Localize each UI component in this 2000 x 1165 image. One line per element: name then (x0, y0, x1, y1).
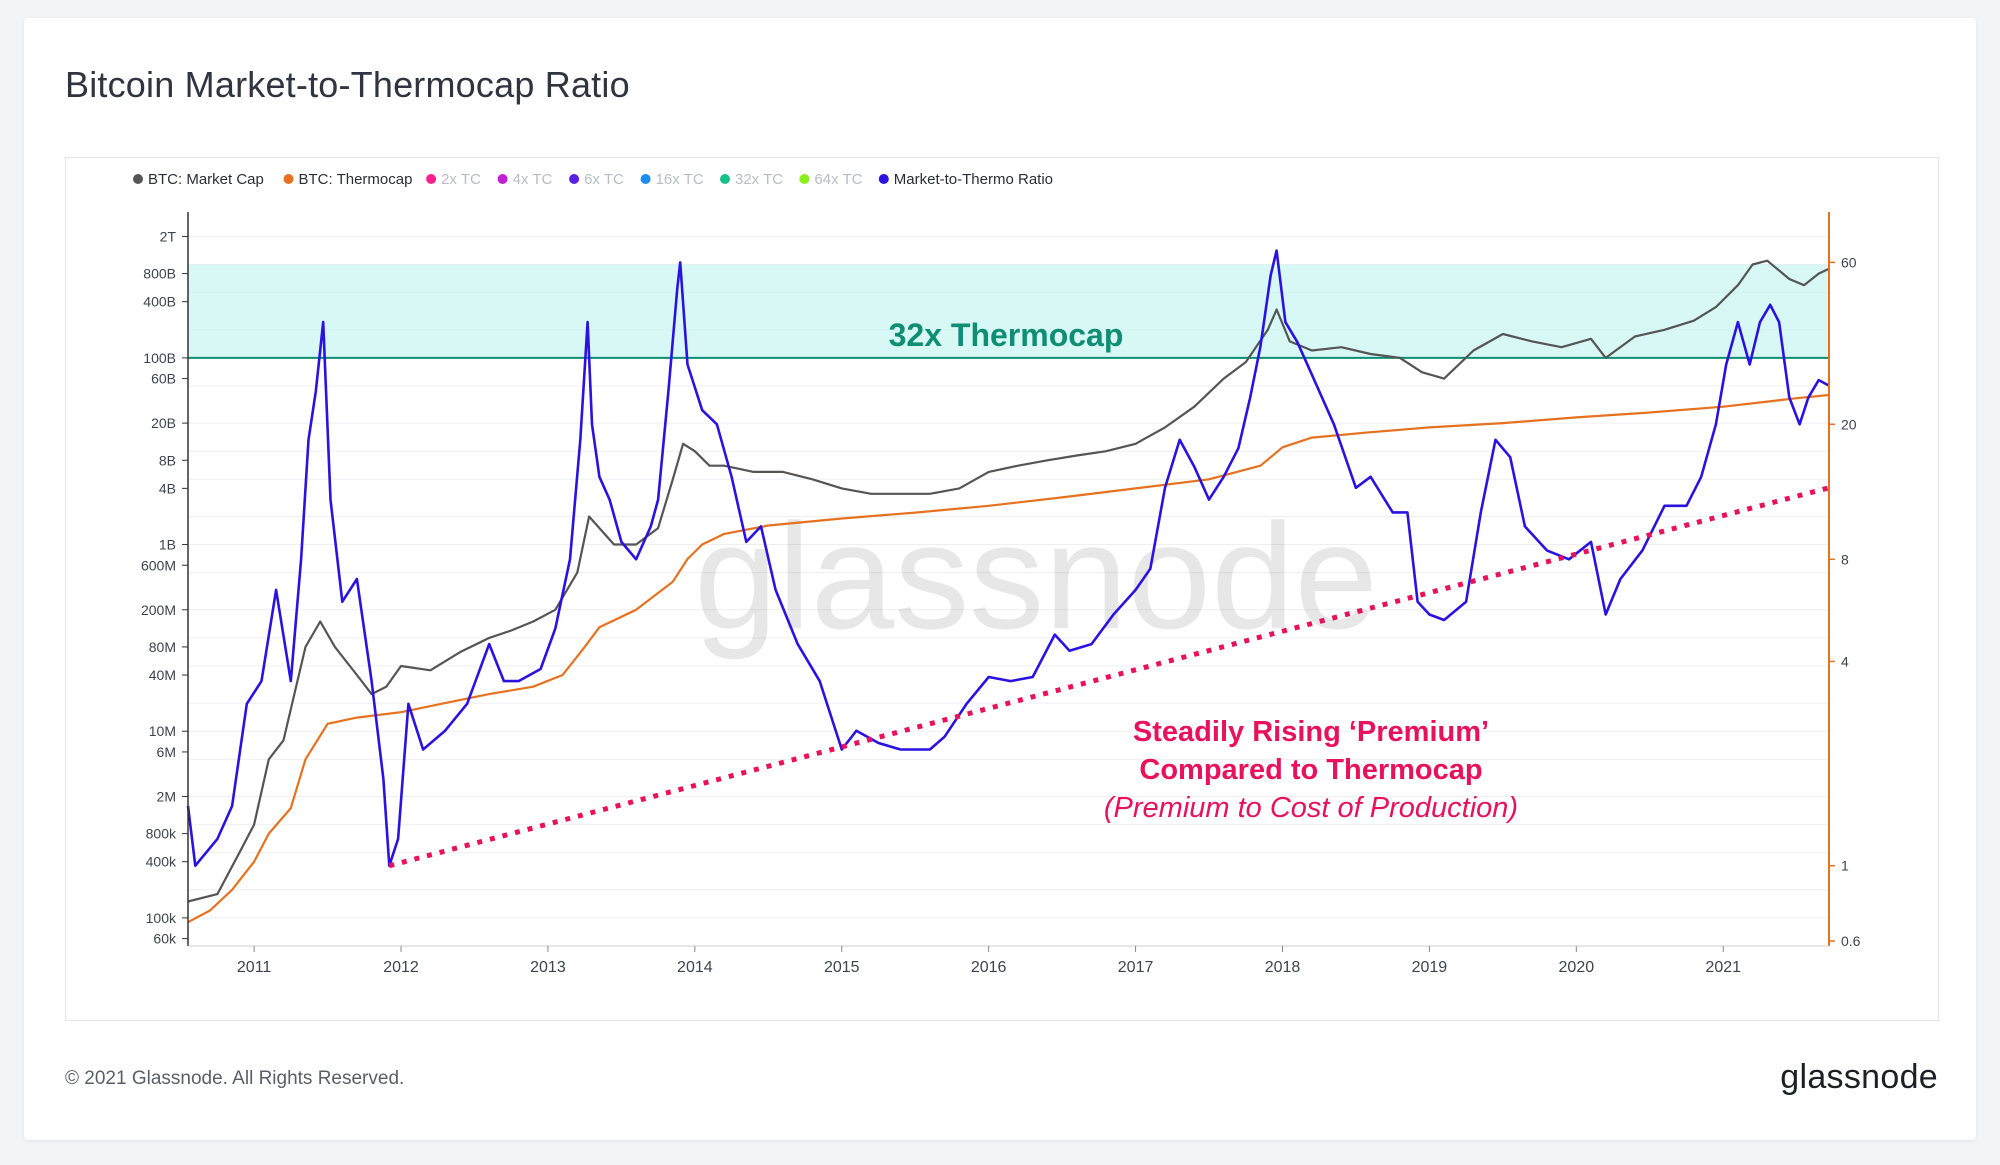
legend-label: 6x TC (584, 171, 624, 188)
right-tick-label: 8 (1841, 551, 1849, 567)
x-tick-label: 2011 (237, 959, 272, 976)
x-axis-ticks: 2011 2012 2013 2014 2015 2016 2017 2018 2019 2020… (237, 946, 1741, 976)
premium-annotation-line3: (Premium to Cost of Production) (1104, 792, 1518, 824)
left-tick-label: 60B (151, 371, 176, 387)
watermark-text: glassnode (694, 492, 1378, 660)
left-tick-label: 400B (143, 294, 176, 310)
left-axis-ticks: 2T 800B 400B 100B 60B 20B 8B 4B 1B 600M 200M 80M 40M… (141, 228, 188, 947)
left-tick-label: 2T (160, 228, 177, 244)
footer-copyright: © 2021 Glassnode. All Rights Reserved. (65, 1068, 405, 1089)
left-tick-label: 200M (141, 602, 176, 618)
legend-label: 32x TC (735, 171, 783, 188)
left-tick-label: 1B (159, 537, 176, 553)
x-tick-label: 2012 (383, 959, 419, 976)
series-btc-thermocap (187, 393, 1830, 924)
page-title: Bitcoin Market-to-Thermocap Ratio (65, 64, 630, 105)
legend-marker (799, 174, 810, 184)
legend-label: Market-to-Thermo Ratio (894, 171, 1053, 188)
legend-marker (878, 174, 889, 184)
premium-trend-line (388, 485, 1830, 869)
right-tick-label: 20 (1841, 416, 1857, 432)
left-tick-label: 60k (153, 931, 177, 947)
x-tick-label: 2016 (971, 959, 1007, 976)
legend: BTC: Market Cap BTC: Thermocap 2x TC 4x TC 6… (133, 171, 1053, 188)
premium-annotation-line2: Compared to Thermocap (1139, 754, 1482, 786)
left-tick-label: 400k (146, 854, 177, 870)
x-tick-label: 2019 (1412, 959, 1448, 976)
legend-label: BTC: Market Cap (148, 171, 264, 188)
left-tick-label: 6M (157, 744, 176, 760)
right-tick-label: 1 (1841, 858, 1849, 874)
left-tick-label: 800k (146, 826, 177, 842)
legend-label: 2x TC (441, 171, 481, 188)
right-tick-label: 60 (1841, 254, 1857, 270)
legend-label: BTC: Thermocap (299, 171, 413, 188)
left-tick-label: 40M (149, 667, 176, 683)
legend-label: 16x TC (656, 171, 704, 188)
band-32x-thermocap (188, 264, 1829, 358)
left-tick-label: 2M (157, 788, 176, 804)
legend-marker (426, 174, 437, 184)
right-axis-ticks: 60 20 8 4 1 0.6 (1829, 254, 1861, 949)
left-tick-label: 600M (141, 557, 176, 573)
series-group (186, 249, 1830, 924)
left-tick-label: 4B (159, 480, 176, 496)
x-tick-label: 2018 (1265, 959, 1301, 976)
legend-marker (640, 174, 651, 184)
legend-marker (283, 174, 294, 184)
legend-marker (497, 174, 508, 184)
footer-logo: glassnode (1780, 1058, 1938, 1096)
legend-marker (569, 174, 580, 184)
left-tick-label: 8B (159, 452, 176, 468)
x-tick-label: 2015 (824, 959, 860, 976)
series-btc-market-cap (187, 259, 1830, 903)
premium-annotation-line1: Steadily Rising ‘Premium’ (1133, 716, 1489, 748)
chart-svg: glassnode 2T 800B 400B 100B 60B 20B 8B 4B 1B 600M… (133, 171, 1861, 976)
left-tick-label: 100B (143, 350, 176, 366)
chart-frame: glassnode 2T 800B 400B 100B 60B 20B 8B 4B 1B 600M… (65, 157, 1939, 1021)
right-tick-label: 0.6 (1841, 933, 1861, 949)
x-tick-label: 2017 (1118, 959, 1154, 976)
legend-label: 4x TC (513, 171, 553, 188)
x-tick-label: 2020 (1559, 959, 1595, 976)
left-tick-label: 80M (149, 639, 176, 655)
left-tick-label: 800B (143, 266, 176, 282)
band-label: 32x Thermocap (889, 317, 1124, 353)
legend-marker (133, 174, 143, 184)
x-tick-label: 2013 (530, 959, 566, 976)
left-tick-label: 100k (146, 910, 177, 926)
right-tick-label: 4 (1841, 653, 1849, 669)
x-tick-label: 2014 (677, 959, 713, 976)
left-tick-label: 10M (149, 723, 176, 739)
x-tick-label: 2021 (1705, 959, 1741, 976)
series-market-to-thermo-ratio (186, 249, 1830, 867)
legend-marker (720, 174, 730, 184)
left-tick-label: 20B (151, 415, 176, 431)
legend-label: 64x TC (814, 171, 862, 188)
